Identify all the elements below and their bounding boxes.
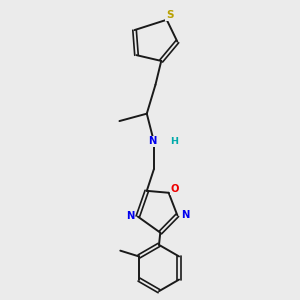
Text: N: N [126, 211, 134, 221]
Text: N: N [148, 136, 156, 146]
Text: H: H [170, 137, 178, 146]
Text: O: O [171, 184, 179, 194]
Text: N: N [181, 210, 189, 220]
Text: S: S [166, 10, 174, 20]
